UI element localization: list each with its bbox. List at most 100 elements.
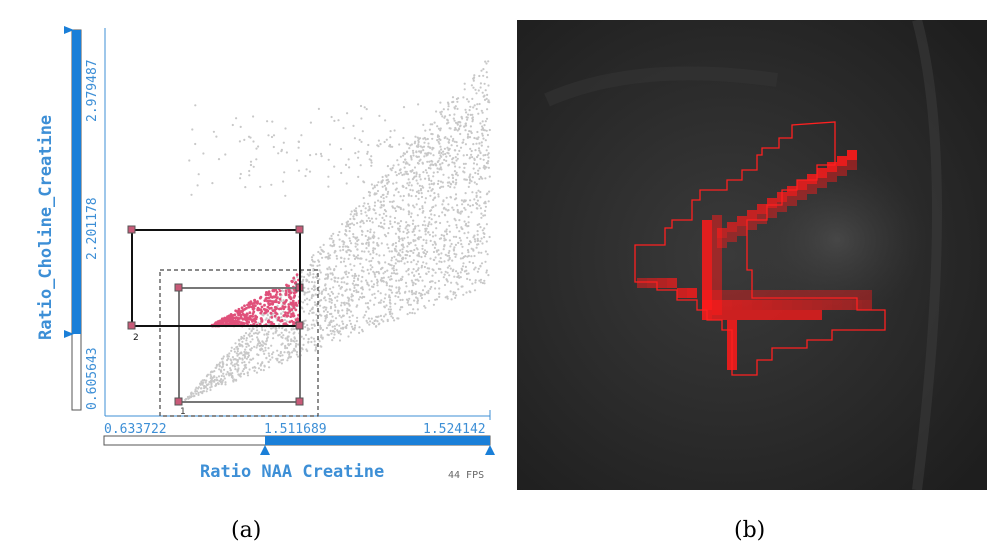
data-point	[478, 102, 481, 106]
data-point	[383, 315, 386, 318]
data-point	[279, 354, 282, 358]
heatmap-pixel	[842, 300, 852, 310]
scatter-panel: 0.605643 2.201178 2.979487 0.633722 1.51…	[0, 0, 505, 500]
data-point	[465, 111, 468, 114]
data-point	[292, 328, 295, 331]
selection-1-handle[interactable]	[174, 283, 183, 292]
selection-1-handle[interactable]	[295, 397, 304, 406]
data-point	[260, 347, 263, 350]
data-point	[425, 154, 428, 157]
data-point	[485, 117, 489, 120]
selection-2-handle[interactable]	[295, 321, 304, 330]
data-point	[347, 302, 350, 305]
data-point	[394, 295, 397, 298]
data-point	[395, 174, 398, 177]
data-point	[421, 289, 425, 292]
data-point	[308, 298, 311, 302]
selection-2-box[interactable]	[131, 229, 301, 327]
data-point	[281, 289, 284, 292]
x-slider-right-handle[interactable]	[485, 445, 495, 455]
data-point	[236, 358, 240, 362]
data-point	[485, 97, 488, 100]
data-point	[450, 242, 453, 246]
data-point	[354, 324, 357, 327]
data-point	[468, 278, 471, 281]
data-point	[477, 169, 480, 172]
highlighted-point	[219, 320, 223, 324]
data-point	[250, 334, 253, 337]
data-point	[443, 158, 446, 161]
data-point	[284, 194, 287, 197]
highlighted-point	[288, 295, 291, 299]
y-slider-bottom-handle[interactable]	[64, 330, 74, 338]
data-point	[483, 232, 486, 235]
data-point	[256, 353, 259, 356]
heatmap-pixel	[702, 300, 712, 310]
heatmap-pixel	[802, 310, 812, 320]
data-point	[404, 281, 408, 284]
heatmap-pixel	[762, 300, 772, 310]
selection-2-handle[interactable]	[127, 321, 136, 330]
data-point	[477, 136, 480, 139]
data-point	[314, 346, 318, 349]
y-slider-top-handle[interactable]	[64, 26, 74, 34]
x-slider-left-handle[interactable]	[260, 445, 270, 455]
heatmap-pixel	[807, 184, 817, 194]
data-point	[326, 333, 329, 336]
data-point	[471, 156, 474, 159]
data-point	[342, 314, 345, 317]
data-point	[296, 275, 299, 278]
data-point	[415, 171, 418, 174]
data-point	[361, 295, 365, 298]
data-point	[382, 197, 385, 200]
data-point	[335, 265, 338, 268]
data-point	[424, 224, 427, 227]
selection-2-handle[interactable]	[127, 225, 136, 234]
data-point	[339, 256, 343, 259]
data-point	[232, 379, 235, 382]
data-point	[408, 163, 411, 166]
data-point	[362, 205, 365, 208]
selection-2-handle[interactable]	[295, 225, 304, 234]
data-point	[434, 287, 437, 290]
heatmap-pixel	[727, 232, 737, 242]
data-point	[223, 377, 226, 380]
data-point	[197, 393, 200, 396]
data-point	[337, 277, 340, 280]
heatmap-pixel	[712, 215, 722, 225]
data-point	[387, 174, 390, 177]
data-point	[319, 246, 322, 249]
data-point	[355, 255, 358, 259]
data-point	[476, 239, 479, 242]
data-point	[463, 88, 466, 91]
data-point	[417, 272, 420, 276]
data-point	[397, 222, 400, 225]
data-point	[462, 170, 465, 173]
data-point	[384, 313, 387, 316]
data-point	[415, 179, 418, 182]
data-point	[484, 165, 487, 168]
data-point	[419, 236, 422, 239]
data-point	[344, 163, 348, 166]
data-point	[439, 166, 442, 169]
data-point	[453, 107, 456, 110]
data-point	[461, 203, 464, 206]
selection-1-handle[interactable]	[174, 397, 183, 406]
data-point	[389, 222, 392, 225]
data-point	[210, 370, 213, 373]
data-point	[439, 221, 442, 225]
data-point	[475, 191, 478, 194]
x-tick-label: 0.633722	[104, 422, 167, 437]
data-point	[399, 220, 403, 223]
highlighted-point	[294, 308, 298, 312]
data-point	[422, 186, 425, 189]
data-point	[478, 149, 481, 152]
data-point	[219, 361, 222, 364]
data-point	[442, 173, 445, 176]
selection-1-box[interactable]	[178, 287, 301, 403]
data-point	[470, 84, 473, 87]
data-point	[458, 166, 461, 169]
highlighted-point	[278, 293, 282, 296]
data-point	[270, 135, 274, 139]
data-point	[315, 313, 318, 316]
